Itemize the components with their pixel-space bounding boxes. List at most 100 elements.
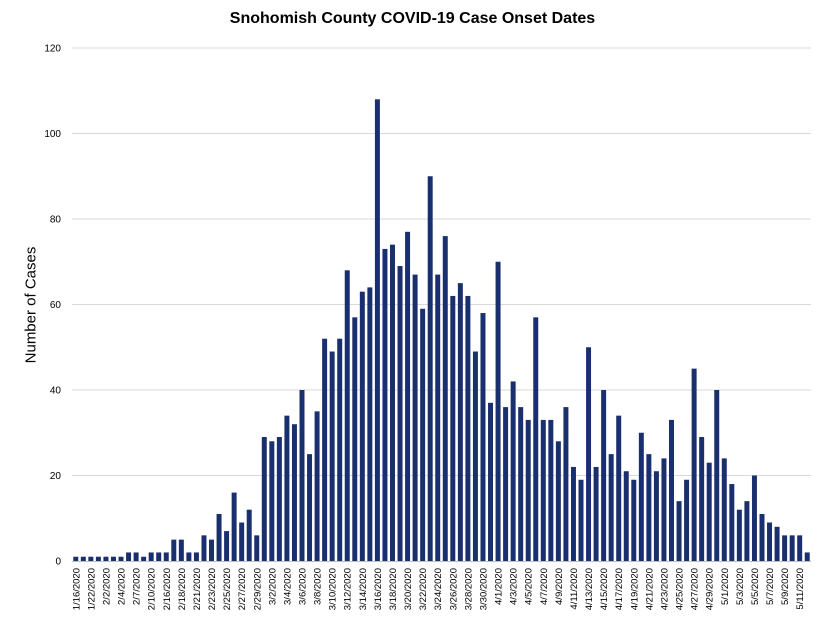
x-tick-label: 3/22/2020 (418, 568, 429, 610)
bar (555, 441, 561, 561)
x-tick-label: 4/7/2020 (539, 568, 550, 605)
x-tick-label: 2/29/2020 (252, 568, 263, 610)
bar (390, 244, 395, 561)
bar (231, 492, 237, 561)
bar (435, 274, 441, 561)
x-tick-label: 5/9/2020 (780, 568, 791, 605)
x-tick-label: 5/5/2020 (750, 568, 761, 605)
bar (246, 509, 252, 561)
bar (224, 531, 230, 561)
bar (721, 458, 727, 561)
x-tick-label: 2/25/2020 (222, 568, 233, 610)
bar (586, 347, 592, 561)
bar (767, 522, 773, 561)
bar (759, 513, 765, 561)
bar (359, 291, 365, 561)
bar (691, 368, 697, 562)
x-tick-label: 1/22/2020 (86, 568, 97, 610)
bars (73, 99, 810, 562)
x-tick-label: 4/29/2020 (705, 568, 716, 610)
x-tick-label: 4/25/2020 (675, 568, 686, 610)
x-tick-label: 1/16/2020 (71, 568, 82, 610)
x-tick-label: 5/7/2020 (765, 568, 776, 605)
x-tick-label: 3/26/2020 (448, 568, 459, 610)
bar (118, 556, 124, 561)
y-tick-label: 120 (44, 44, 61, 55)
x-tick-label: 3/30/2020 (478, 568, 489, 610)
bar (578, 479, 584, 561)
bar (736, 509, 742, 561)
x-tick-label: 3/28/2020 (463, 568, 474, 610)
bar (699, 437, 705, 561)
bar (782, 535, 788, 561)
bar (299, 390, 305, 561)
bar (653, 471, 659, 561)
bar (616, 415, 622, 561)
bar (367, 287, 373, 561)
bar (201, 535, 207, 561)
bar (110, 556, 116, 561)
bar (540, 419, 546, 561)
bar (751, 475, 757, 561)
chart-title: Snohomish County COVID-19 Case Onset Dat… (229, 10, 596, 27)
bar (337, 338, 343, 561)
bar (95, 556, 101, 561)
bar (593, 466, 599, 561)
bar (80, 556, 86, 561)
x-tick-label: 2/2/2020 (101, 568, 112, 605)
bar (193, 552, 199, 561)
gridlines (72, 47, 811, 476)
bar (412, 274, 418, 561)
x-tick-label: 4/1/2020 (494, 568, 505, 605)
bar (465, 295, 471, 561)
bar (646, 454, 652, 562)
y-tick-label: 0 (55, 557, 61, 568)
x-tick-label: 3/4/2020 (282, 568, 293, 605)
bar (382, 248, 388, 561)
x-tick-label: 5/3/2020 (735, 568, 746, 605)
x-tick-label: 3/2/2020 (267, 568, 278, 605)
bar (261, 437, 267, 561)
bar (601, 390, 607, 561)
x-tick-label: 4/3/2020 (509, 568, 520, 605)
bar (209, 539, 214, 562)
x-tick-label: 4/21/2020 (644, 568, 655, 610)
bar (284, 415, 290, 561)
bar (525, 419, 531, 561)
bar (344, 270, 350, 561)
bar (276, 437, 282, 561)
bar (254, 535, 260, 561)
x-tick-label: 5/1/2020 (720, 568, 731, 605)
y-tick-label: 60 (50, 300, 62, 311)
x-tick-label: 3/24/2020 (433, 568, 444, 610)
x-tick-label: 4/5/2020 (524, 568, 535, 605)
x-tick-labels: 1/16/2020 1/22/2020 2/2/2020 2/4/2020 2/7/20… (71, 568, 806, 610)
bar (374, 99, 380, 562)
x-tick-label: 5/11/2020 (795, 568, 806, 610)
bar (420, 308, 426, 561)
bar (88, 556, 94, 561)
bar (405, 231, 411, 561)
x-tick-label: 4/23/2020 (659, 568, 670, 610)
y-tick-label: 40 (50, 386, 62, 397)
bar (510, 381, 516, 561)
bar (789, 535, 795, 561)
bar (472, 351, 478, 561)
x-tick-label: 3/10/2020 (328, 568, 339, 610)
x-tick-label: 2/10/2020 (147, 568, 158, 610)
bar (503, 407, 509, 561)
x-tick-label: 2/23/2020 (207, 568, 218, 610)
x-tick-label: 2/27/2020 (237, 568, 248, 610)
bar (352, 317, 358, 561)
bar (744, 501, 750, 561)
bar (126, 552, 132, 561)
bar (307, 454, 313, 562)
bar (714, 390, 720, 561)
x-tick-label: 2/4/2020 (117, 568, 128, 605)
y-tick-labels: 0 20 40 60 80 100 120 (44, 44, 61, 568)
bar (548, 419, 554, 561)
bar (442, 236, 448, 561)
bar (533, 317, 539, 561)
x-tick-label: 2/16/2020 (162, 568, 173, 610)
